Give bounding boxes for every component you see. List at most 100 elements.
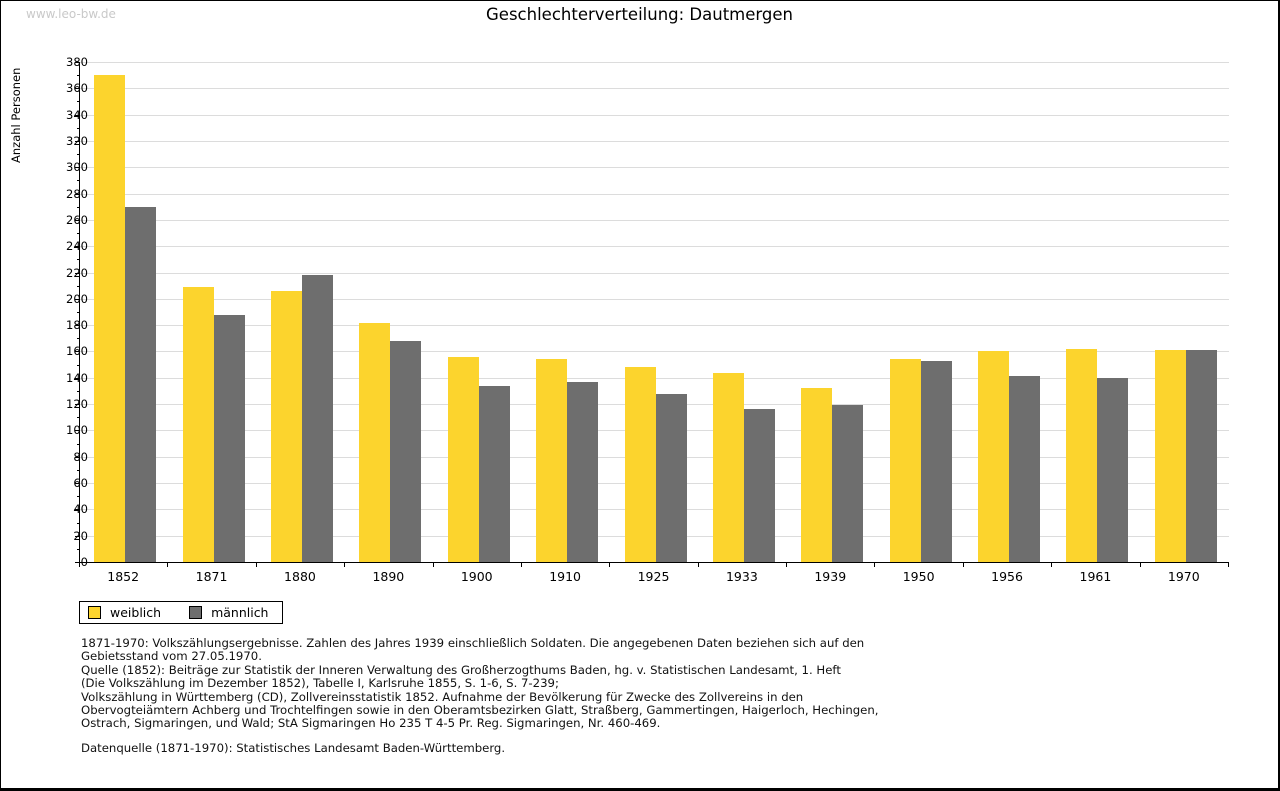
y-tick-label-340: 340 <box>66 107 88 122</box>
y-tick-label-20: 20 <box>73 528 88 543</box>
bar-männlich-1950 <box>920 360 952 562</box>
y-tick-label-360: 360 <box>66 81 88 96</box>
y-tick-150 <box>77 364 80 366</box>
gridline-y-160 <box>80 351 1229 353</box>
y-tick-20 <box>75 535 80 537</box>
footnote-line-6: Obervogteiämtern Achberg und Trochtelfin… <box>81 703 879 718</box>
y-tick-350 <box>77 101 80 103</box>
y-tick-label-80: 80 <box>73 449 88 464</box>
x-tick-label-1970: 1970 <box>1167 569 1200 584</box>
x-tick-0 <box>79 563 80 567</box>
gridline-y-300 <box>80 167 1229 169</box>
legend-label-männlich: männlich <box>211 605 269 620</box>
y-tick-270 <box>77 206 80 208</box>
y-tick-280 <box>75 193 80 195</box>
legend: weiblich männlich <box>79 601 284 624</box>
gridline-y-180 <box>80 325 1229 327</box>
y-tick-label-60: 60 <box>73 476 88 491</box>
bar-weiblich-1890 <box>359 322 391 562</box>
x-tick-3 <box>344 563 346 567</box>
gridline-y-240 <box>80 246 1229 248</box>
x-tick-10 <box>962 563 964 567</box>
y-tick-140 <box>75 377 80 379</box>
x-tick-4 <box>432 563 434 567</box>
bar-weiblich-1970 <box>1154 350 1186 562</box>
site-watermark: www.leo-bw.de <box>26 7 116 21</box>
y-tick-label-380: 380 <box>66 55 88 69</box>
x-tick-label-1925: 1925 <box>637 569 670 584</box>
y-tick-380 <box>75 62 80 63</box>
legend-label-weiblich: weiblich <box>110 605 162 620</box>
bar-weiblich-1880 <box>270 290 302 562</box>
y-tick-60 <box>75 483 80 485</box>
y-tick-320 <box>75 140 80 142</box>
bar-weiblich-1871 <box>182 287 214 562</box>
bar-männlich-1970 <box>1185 350 1217 562</box>
y-tick-200 <box>75 298 80 300</box>
chart-plot-wrapper: 1852 1871 1880 1890 1900 1910 1925 1933 1939 1950… <box>75 62 1229 584</box>
bar-weiblich-1933 <box>712 372 744 562</box>
y-tick-label-160: 160 <box>66 344 88 359</box>
y-tick-label-240: 240 <box>66 239 88 254</box>
x-tick-1 <box>167 563 169 567</box>
y-tick-label-100: 100 <box>66 423 88 438</box>
y-tick-50 <box>77 496 80 498</box>
footnote-line-3: Quelle (1852): Beiträge zur Statistik de… <box>81 662 841 677</box>
x-tick-5 <box>520 563 522 567</box>
bar-männlich-1890 <box>390 340 422 562</box>
y-tick-10 <box>77 548 80 550</box>
y-tick-310 <box>77 154 80 156</box>
y-tick-160 <box>75 351 80 353</box>
bar-weiblich-1939 <box>801 388 833 562</box>
legend-item-weiblich: weiblich <box>88 605 161 620</box>
bar-männlich-1910 <box>567 381 599 562</box>
y-tick-100 <box>75 430 80 432</box>
footnote-line-4: (Die Volkszählung im Dezember 1852), Tab… <box>81 676 559 691</box>
x-tick-label-1950: 1950 <box>902 569 935 584</box>
bar-weiblich-1925 <box>624 367 656 562</box>
bar-männlich-1871 <box>213 314 245 562</box>
y-tick-240 <box>75 246 80 248</box>
bar-weiblich-1950 <box>889 359 921 562</box>
y-tick-80 <box>75 456 80 458</box>
x-tick-label-1871: 1871 <box>195 569 228 584</box>
x-tick-2 <box>255 563 257 567</box>
x-tick-label-1880: 1880 <box>284 569 316 584</box>
y-tick-70 <box>77 469 80 471</box>
bar-männlich-1933 <box>743 409 775 562</box>
legend-item-männlich: männlich <box>189 605 268 620</box>
y-tick-120 <box>75 404 80 406</box>
y-tick-300 <box>75 167 80 169</box>
footnote-line-1: 1871-1970: Volkszählungsergebnisse. Zahl… <box>81 636 865 650</box>
y-tick-130 <box>77 390 80 392</box>
footnotes: 1871-1970: Volkszählungsergebnisse. Zahl… <box>81 636 1248 731</box>
y-tick-label-280: 280 <box>66 186 88 201</box>
bar-weiblich-1852 <box>94 75 126 562</box>
gridline-y-260 <box>80 219 1229 221</box>
y-tick-label-120: 120 <box>66 397 88 412</box>
bar-weiblich-1910 <box>536 359 568 562</box>
y-tick-360 <box>75 88 80 90</box>
x-tick-label-1900: 1900 <box>460 569 493 584</box>
gridline-y-360 <box>80 88 1229 90</box>
x-tick-label-1933: 1933 <box>725 569 758 584</box>
y-tick-label-140: 140 <box>66 370 88 385</box>
y-tick-0 <box>75 562 80 563</box>
gridline-y-220 <box>80 272 1229 274</box>
bar-männlich-1900 <box>478 385 510 562</box>
gridline-y-380 <box>80 62 1229 63</box>
y-tick-190 <box>77 312 80 313</box>
y-tick-label-300: 300 <box>66 160 88 175</box>
x-tick-label-1939: 1939 <box>814 569 847 584</box>
x-tick-9 <box>874 563 876 567</box>
x-tick-label-1890: 1890 <box>372 569 405 584</box>
legend-swatch-männlich <box>189 606 203 619</box>
footnote-line-2: Gebietsstand vom 27.05.1970. <box>81 649 262 664</box>
y-tick-label-40: 40 <box>73 502 88 517</box>
x-tick-13 <box>1228 563 1229 567</box>
y-tick-40 <box>75 509 80 511</box>
gridline-y-280 <box>80 193 1229 195</box>
bar-weiblich-1900 <box>447 356 479 562</box>
bar-männlich-1956 <box>1009 376 1041 562</box>
